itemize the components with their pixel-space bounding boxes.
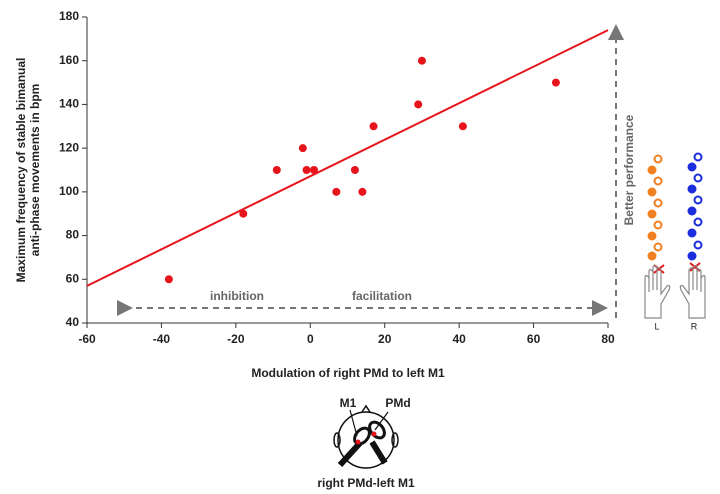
y-tick-label: 160 — [59, 53, 79, 67]
data-point — [414, 100, 423, 109]
data-point — [358, 187, 367, 196]
y-tick-label: 180 — [59, 9, 79, 23]
y-tick-label: 100 — [59, 184, 79, 198]
data-point — [298, 144, 307, 153]
y-tick-label: 120 — [59, 140, 79, 154]
diagram-label: PMd — [385, 396, 410, 410]
y-tick-label: 60 — [66, 271, 80, 285]
y-tick-label: 40 — [66, 315, 80, 329]
hand-label: R — [691, 321, 698, 331]
data-point — [164, 275, 173, 284]
data-point — [332, 187, 341, 196]
data-point — [350, 166, 359, 174]
y-tick-label: 80 — [66, 228, 80, 242]
x-axis-label: Modulation of right PMd to left M1 — [251, 366, 445, 380]
data-point — [310, 166, 319, 174]
data-point — [302, 166, 311, 174]
data-point — [417, 56, 426, 65]
data-point — [551, 78, 560, 87]
y-axis-label: anti-phase movements in bpm — [28, 84, 42, 257]
x-tick-label: 60 — [527, 332, 541, 346]
data-point — [369, 122, 378, 131]
annotation: facilitation — [352, 289, 412, 303]
data-point — [239, 209, 248, 218]
x-tick-label: 40 — [452, 332, 466, 346]
data-point — [458, 122, 467, 131]
fit-line — [86, 29, 609, 287]
x-tick-label: -20 — [227, 332, 245, 346]
hand-label: L — [654, 321, 659, 331]
x-tick-label: 0 — [307, 332, 314, 346]
x-tick-label: -60 — [78, 332, 96, 346]
illustration — [644, 152, 706, 319]
x-tick-label: 20 — [378, 332, 392, 346]
y-tick-label: 140 — [59, 97, 79, 111]
diagram-caption: right PMd-left M1 — [317, 476, 415, 490]
annotation: Better performance — [622, 114, 636, 225]
x-tick-label: -40 — [153, 332, 171, 346]
y-axis-label: Maximum frequency of stable bimanual — [14, 58, 28, 283]
brain-diagram — [333, 404, 399, 469]
data-point — [272, 166, 281, 174]
x-tick-label: 80 — [601, 332, 615, 346]
diagram-label: M1 — [340, 396, 357, 410]
annotation: inhibition — [210, 289, 264, 303]
